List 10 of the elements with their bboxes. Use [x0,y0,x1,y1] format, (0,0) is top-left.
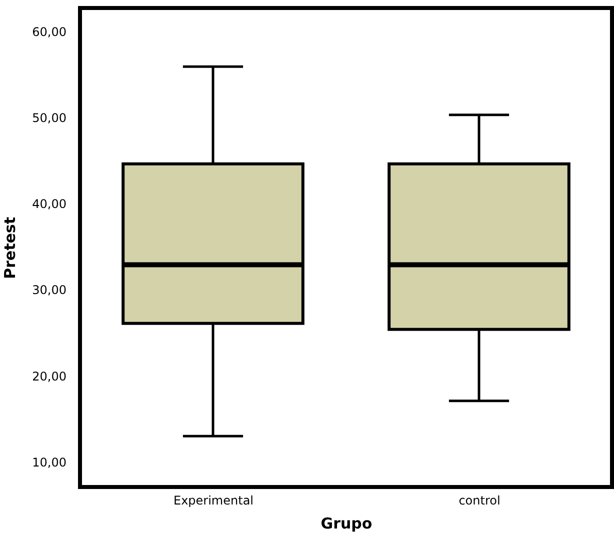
y-tick-label: 20,00 [32,369,66,384]
y-tick-label: 10,00 [32,456,66,470]
y-axis-title: Pretest [1,216,20,280]
y-tick-label: 60,00 [32,24,66,39]
y-tick-label: 50,00 [32,110,66,125]
x-axis-title: Grupo [320,514,372,532]
x-tick-label: Experimental [173,494,254,508]
y-tick-label: 40,00 [32,197,66,212]
x-tick-label: control [458,494,500,508]
y-tick-label: 30,00 [32,283,66,298]
